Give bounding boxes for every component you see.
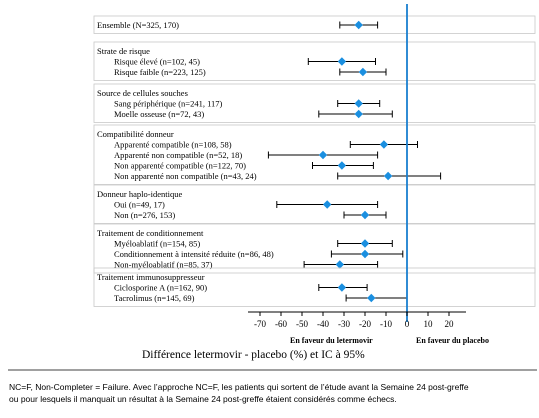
- row-label: Sang périphérique (n=241, 117): [114, 99, 223, 109]
- estimate-marker: [318, 150, 328, 160]
- favours-placebo-caption: En faveur du placebo: [416, 336, 489, 345]
- group-heading: Source de cellules souches: [97, 88, 188, 98]
- group-panel: [93, 83, 536, 123]
- estimate-marker: [383, 171, 393, 181]
- group-panel: [93, 184, 536, 224]
- x-tick-label: -60: [275, 319, 287, 329]
- group-panel: [93, 41, 536, 81]
- row-label: Conditionnement à intensité réduite (n=8…: [114, 249, 274, 259]
- group-heading: Compatibilité donneur: [97, 129, 174, 139]
- row-label: Apparenté compatible (n=108, 58): [114, 140, 232, 150]
- group-panel: [93, 223, 536, 274]
- footnote-line-2: ou pour lesquels il manquait un résultat…: [9, 394, 397, 404]
- x-axis-title: Différence letermovir - placebo (%) et I…: [142, 349, 365, 361]
- estimate-marker: [337, 57, 347, 66]
- x-tick-label: 20: [445, 319, 455, 329]
- row-label: Non apparenté non compatible (n=43, 24): [114, 171, 257, 181]
- x-tick-label: -10: [380, 319, 392, 329]
- row-label: Moelle osseuse (n=72, 43): [114, 109, 204, 119]
- footnote: NC=F, Non-Completer = Failure. Avec l’ap…: [9, 381, 534, 405]
- group-heading: Traitement de conditionnement: [97, 228, 204, 238]
- forest-plot: Ensemble (N=325, 170)Strate de risqueRis…: [8, 4, 537, 371]
- estimate-marker: [354, 99, 363, 108]
- estimate-marker: [337, 161, 347, 170]
- row-label: Apparenté non compatible (n=52, 18): [114, 150, 242, 160]
- row-label: Risque faible (n=223, 125): [114, 67, 206, 77]
- row-label: Myéloablatif (n=154, 85): [114, 239, 200, 249]
- estimate-marker: [360, 249, 370, 259]
- estimate-marker: [367, 293, 376, 303]
- estimate-marker: [360, 239, 370, 248]
- estimate-marker: [354, 20, 363, 30]
- x-tick-label: -20: [359, 319, 371, 329]
- row-label: Ciclosporine A (n=162, 90): [114, 283, 207, 293]
- estimate-marker: [379, 140, 389, 149]
- estimate-marker: [358, 67, 368, 77]
- group-heading: Strate de risque: [97, 46, 150, 56]
- row-label: Non-myéloablatif (n=85, 37): [114, 260, 213, 270]
- x-tick-label: -30: [338, 319, 350, 329]
- x-tick-label: 10: [424, 319, 434, 329]
- estimate-marker: [360, 210, 370, 220]
- group-heading: Traitement immunosuppresseur: [97, 272, 205, 282]
- footnote-line-1: NC=F, Non-Completer = Failure. Avec l’ap…: [9, 382, 469, 392]
- group-panel: [93, 15, 536, 34]
- group-panel: [93, 124, 536, 185]
- row-label: Tacrolimus (n=145, 69): [114, 293, 195, 303]
- estimate-marker: [335, 260, 344, 269]
- row-label: Risque élevé (n=102, 45): [114, 57, 200, 67]
- x-tick-label: 0: [405, 319, 410, 329]
- x-tick-label: -70: [254, 319, 266, 329]
- row-label: Oui (n=49, 17): [114, 200, 165, 210]
- row-label: Ensemble (N=325, 170): [97, 20, 179, 30]
- group-panel: [93, 267, 536, 307]
- row-label: Non apparenté compatible (n=122, 70): [114, 161, 246, 171]
- estimate-marker: [354, 109, 363, 119]
- row-label: Non (n=276, 153): [114, 210, 175, 220]
- favours-letermovir-caption: En faveur du letermovir: [290, 336, 373, 345]
- x-tick-label: -40: [317, 319, 329, 329]
- group-heading: Donneur haplo-identique: [97, 189, 182, 199]
- estimate-marker: [337, 283, 347, 292]
- x-tick-label: -50: [296, 319, 308, 329]
- estimate-marker: [323, 200, 332, 209]
